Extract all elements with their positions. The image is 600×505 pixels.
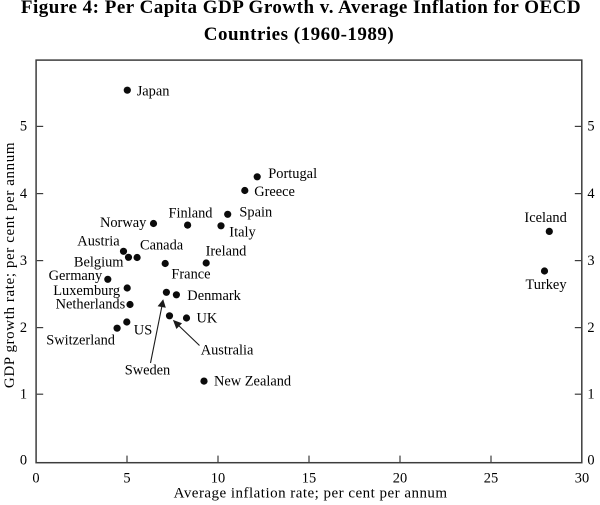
svg-text:5: 5 xyxy=(587,119,594,135)
svg-text:5: 5 xyxy=(123,470,130,486)
svg-text:Average inflation rate; per ce: Average inflation rate; per cent per ann… xyxy=(174,486,448,502)
svg-text:UK: UK xyxy=(197,311,218,327)
svg-text:US: US xyxy=(134,322,152,338)
svg-text:4: 4 xyxy=(587,186,594,202)
svg-text:0: 0 xyxy=(32,470,39,486)
svg-text:Canada: Canada xyxy=(140,237,184,253)
svg-text:Austria: Austria xyxy=(77,233,120,249)
svg-text:Portugal: Portugal xyxy=(268,166,317,182)
svg-text:Iceland: Iceland xyxy=(524,210,567,226)
svg-text:Australia: Australia xyxy=(201,343,254,359)
svg-text:Figure 4: Per Capita GDP Growt: Figure 4: Per Capita GDP Growth v. Avera… xyxy=(21,0,581,18)
svg-text:Belgium: Belgium xyxy=(74,255,124,271)
svg-text:2: 2 xyxy=(20,320,27,336)
svg-text:3: 3 xyxy=(587,253,594,269)
svg-text:Turkey: Turkey xyxy=(525,277,567,293)
svg-text:3: 3 xyxy=(20,253,27,269)
svg-text:0: 0 xyxy=(587,452,594,468)
svg-text:2: 2 xyxy=(587,320,594,336)
svg-text:Countries (1960-1989): Countries (1960-1989) xyxy=(204,24,394,45)
svg-text:Spain: Spain xyxy=(239,204,272,220)
svg-text:1: 1 xyxy=(587,387,594,403)
svg-text:4: 4 xyxy=(20,186,27,202)
svg-text:New Zealand: New Zealand xyxy=(214,373,292,389)
svg-text:GDP growth rate; per cent per: GDP growth rate; per cent per annum xyxy=(2,142,18,388)
svg-text:25: 25 xyxy=(484,470,498,486)
svg-text:Greece: Greece xyxy=(254,184,295,200)
svg-text:15: 15 xyxy=(302,470,316,486)
svg-text:5: 5 xyxy=(20,119,27,135)
svg-text:Japan: Japan xyxy=(137,83,170,99)
svg-text:Denmark: Denmark xyxy=(187,288,241,304)
svg-text:20: 20 xyxy=(393,470,407,486)
svg-text:Finland: Finland xyxy=(169,206,214,222)
svg-text:Ireland: Ireland xyxy=(206,243,248,259)
svg-text:0: 0 xyxy=(20,452,27,468)
svg-text:1: 1 xyxy=(20,387,27,403)
svg-text:Norway: Norway xyxy=(100,215,147,231)
svg-text:Luxemburg: Luxemburg xyxy=(53,283,120,299)
svg-text:France: France xyxy=(171,266,210,282)
svg-text:Italy: Italy xyxy=(229,225,256,241)
svg-text:Sweden: Sweden xyxy=(125,363,171,379)
svg-text:Germany: Germany xyxy=(49,268,103,284)
svg-text:30: 30 xyxy=(575,470,589,486)
svg-text:10: 10 xyxy=(211,470,225,486)
svg-text:Switzerland: Switzerland xyxy=(46,333,116,349)
svg-text:Netherlands: Netherlands xyxy=(56,297,126,313)
